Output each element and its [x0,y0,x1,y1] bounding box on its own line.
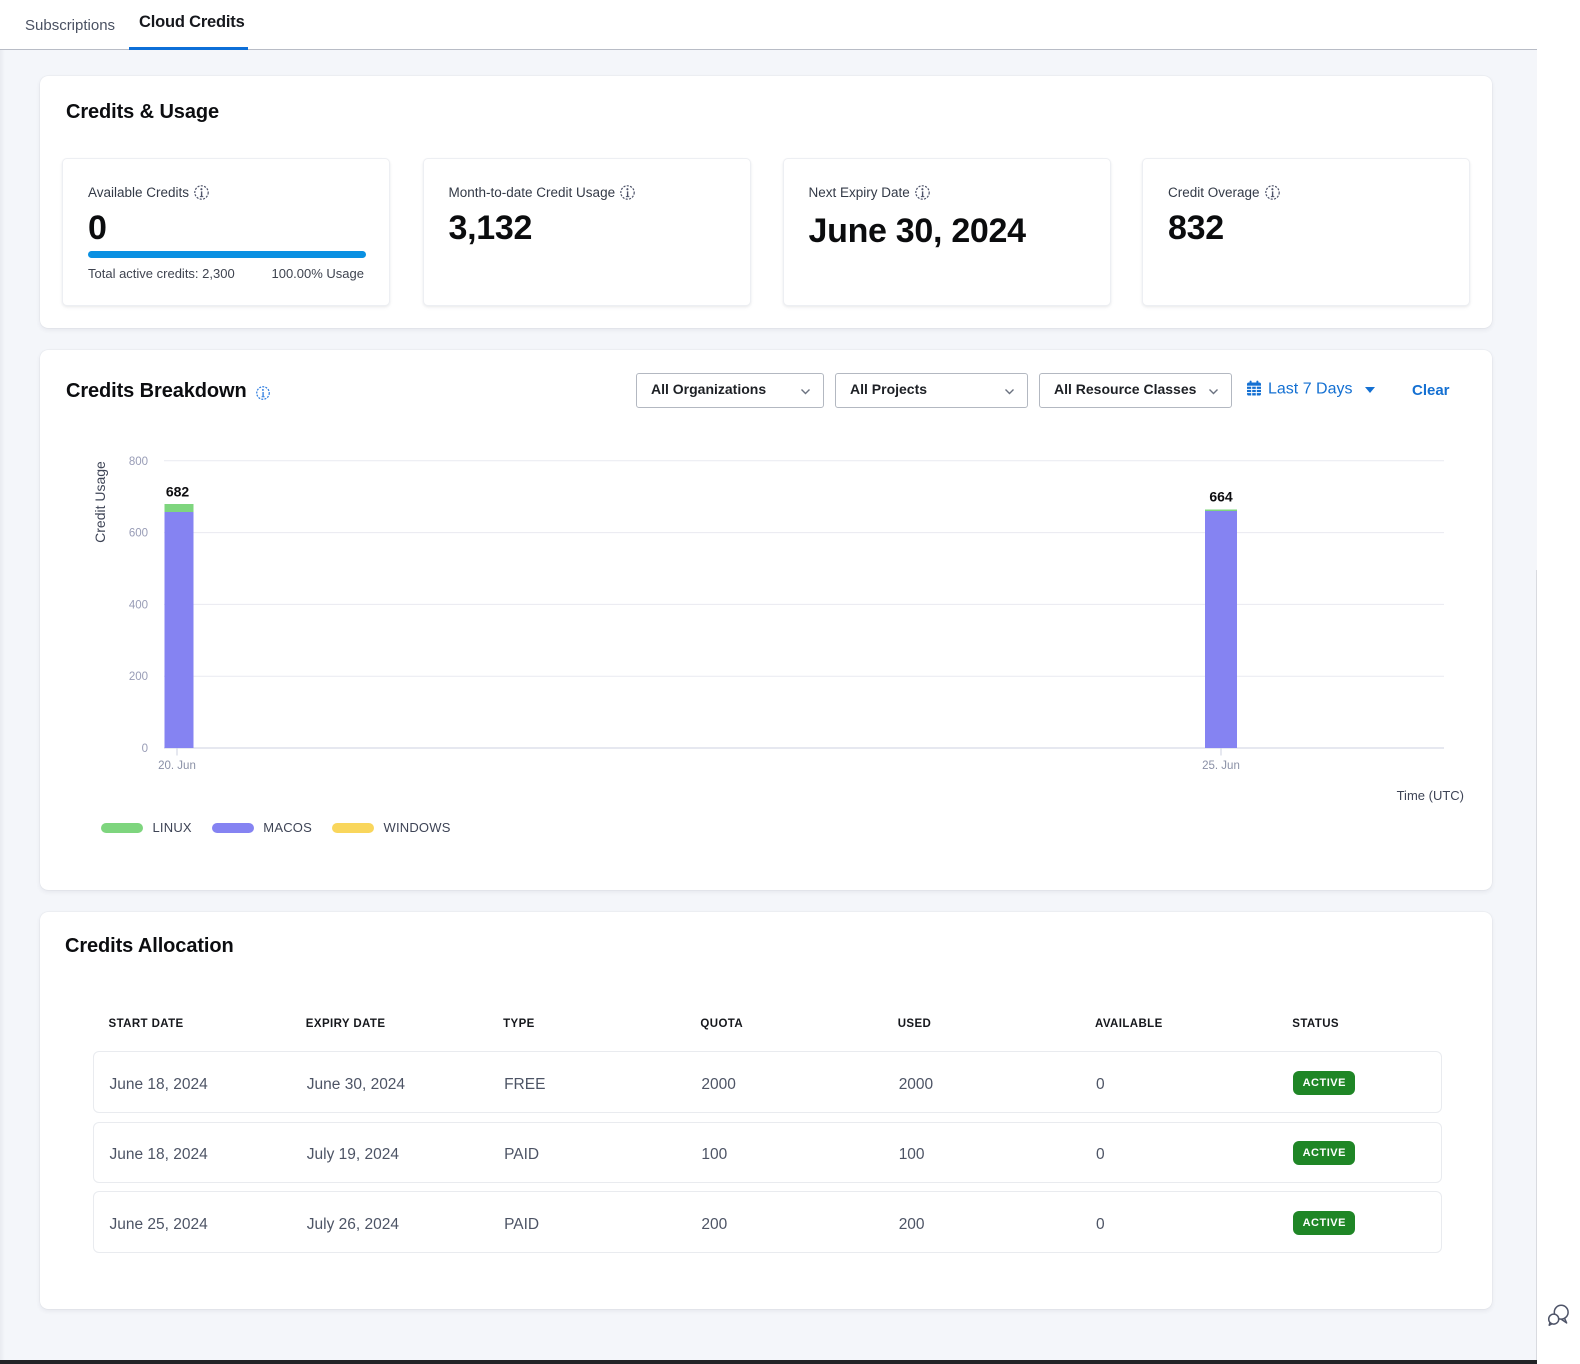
svg-text:664: 664 [1209,489,1233,505]
svg-text:Time (UTC): Time (UTC) [1397,788,1464,803]
svg-text:25. Jun: 25. Jun [1202,760,1240,772]
svg-text:20. Jun: 20. Jun [158,760,196,772]
svg-text:800: 800 [129,456,148,468]
svg-text:200: 200 [129,671,148,683]
svg-text:400: 400 [129,599,148,611]
svg-text:600: 600 [129,528,148,540]
svg-text:0: 0 [142,743,148,755]
svg-text:682: 682 [166,484,190,500]
svg-text:Credit Usage: Credit Usage [92,461,108,543]
